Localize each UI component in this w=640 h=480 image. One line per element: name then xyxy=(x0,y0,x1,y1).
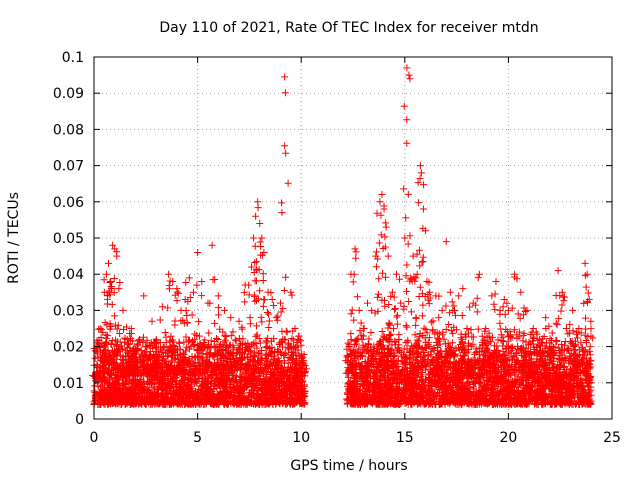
data-point xyxy=(227,332,235,340)
data-point xyxy=(176,339,184,347)
data-point xyxy=(267,337,275,345)
data-point xyxy=(233,349,241,357)
data-point xyxy=(351,337,359,345)
data-point xyxy=(457,334,465,342)
data-point xyxy=(468,333,476,341)
data-point xyxy=(195,332,203,340)
data-point xyxy=(162,333,170,341)
data-point xyxy=(139,333,147,341)
data-point xyxy=(261,361,269,369)
data-point xyxy=(159,344,167,352)
data-point xyxy=(183,343,191,351)
data-point xyxy=(281,350,289,358)
data-point xyxy=(252,333,260,341)
data-point xyxy=(253,344,261,352)
data-points xyxy=(89,64,597,409)
data-point xyxy=(98,340,106,348)
data-point xyxy=(552,337,560,345)
data-point xyxy=(505,332,513,340)
data-point xyxy=(458,339,466,347)
data-point xyxy=(344,339,352,347)
data-point xyxy=(261,351,269,359)
data-point xyxy=(288,335,296,343)
data-point xyxy=(191,353,199,361)
data-point xyxy=(279,335,287,343)
data-point xyxy=(179,349,187,357)
data-point xyxy=(586,343,594,351)
data-point xyxy=(280,336,288,344)
chart-title: Day 110 of 2021, Rate Of TEC Index for r… xyxy=(159,20,538,36)
data-point xyxy=(221,336,229,344)
